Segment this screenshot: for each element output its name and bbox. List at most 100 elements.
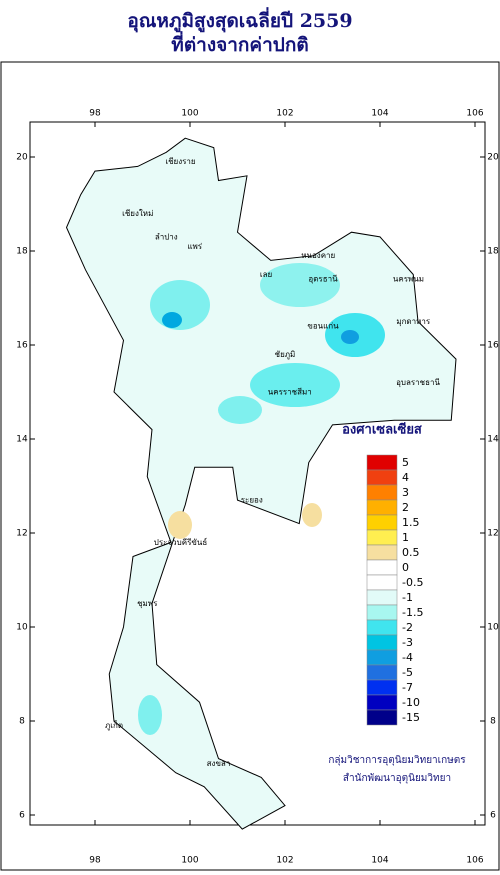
lat-tick-label: 20	[16, 153, 28, 163]
anomaly-area	[168, 511, 192, 539]
legend-label: 3	[402, 486, 409, 499]
place-label: ชัยภูมิ	[275, 350, 296, 360]
legend-swatch	[366, 634, 398, 651]
legend-swatch	[366, 469, 398, 486]
place-label: แพร่	[187, 242, 202, 251]
legend-swatch	[366, 709, 398, 726]
legend-label: -1.5	[402, 606, 423, 619]
legend-swatch	[366, 574, 398, 591]
anomaly-areas	[138, 263, 385, 735]
place-label: นครพนม	[393, 275, 424, 284]
place-label: ภูเก็ต	[105, 720, 123, 731]
anomaly-area	[162, 312, 182, 328]
place-label: เชียงใหม่	[122, 209, 153, 218]
place-label: ลำปาง	[155, 232, 178, 241]
title: อุณหภูมิสูงสุดเฉลี่ยปี 2559	[127, 7, 352, 33]
legend-label: 1	[402, 531, 409, 544]
anomaly-area	[341, 330, 359, 344]
legend-swatch	[366, 619, 398, 636]
legend-swatch	[366, 589, 398, 606]
place-label: หนองคาย	[301, 251, 335, 260]
legend-label: -2	[402, 621, 413, 634]
legend-label: 2	[402, 501, 409, 514]
lat-tick-label: 12	[16, 529, 27, 539]
lon-tick-label: 100	[181, 109, 198, 119]
lat-tick-label: 14	[16, 435, 28, 445]
legend-swatch	[366, 514, 398, 531]
place-label: อุบลราชธานี	[396, 378, 440, 387]
outer-frame	[0, 61, 500, 871]
lat-tick-label: 16	[16, 341, 28, 351]
lat-tick-label: 18	[16, 247, 28, 257]
anomaly-area	[250, 363, 340, 407]
lon-tick-label: 98	[89, 109, 101, 119]
legend-label: 5	[402, 456, 409, 469]
lon-tick-label: 102	[276, 856, 293, 866]
legend-swatch	[366, 679, 398, 696]
legend-label: -0.5	[402, 576, 423, 589]
place-label: สงขลา	[207, 759, 231, 768]
legend-swatch	[366, 694, 398, 711]
place-label: ขอนแก่น	[307, 322, 339, 331]
place-label: นครราชสีมา	[268, 388, 312, 397]
legend-label: 0	[402, 561, 409, 574]
lon-tick-label: 104	[371, 856, 388, 866]
legend-label: -10	[402, 696, 420, 709]
map-frame	[29, 121, 486, 826]
subtitle: ที่ต่างจากค่าปกติ	[171, 31, 308, 56]
lat-tick-label: 12	[487, 529, 498, 539]
legend-swatch	[366, 604, 398, 621]
lon-tick-label: 104	[371, 109, 388, 119]
legend-swatch	[366, 454, 398, 471]
anomaly-area	[138, 695, 162, 735]
credit: สำนักพัฒนาอุตุนิยมวิทยา	[343, 773, 451, 784]
place-label: ประจวบคีรีขันธ์	[154, 537, 208, 547]
lat-tick-label: 6	[490, 811, 496, 821]
lat-tick-label: 10	[16, 623, 28, 633]
legend-swatch	[366, 529, 398, 546]
legend-label: -3	[402, 636, 413, 649]
land	[65, 137, 457, 830]
place-label: มุกดาหาร	[396, 317, 431, 326]
legend-label: 1.5	[402, 516, 420, 529]
lat-tick-label: 10	[487, 623, 499, 633]
legend-swatch	[366, 544, 398, 561]
legend-unit: องศาเซลเซียส	[342, 422, 422, 438]
lat-tick-label: 20	[487, 153, 499, 163]
anomaly-area	[260, 263, 340, 307]
country-outline	[65, 137, 457, 830]
place-label: อุดรธานี	[308, 275, 338, 284]
lon-tick-label: 106	[466, 109, 483, 119]
legend-label: 4	[402, 471, 409, 484]
legend-label: -5	[402, 666, 413, 679]
place-label: ระยอง	[241, 496, 263, 505]
lat-tick-label: 8	[490, 717, 496, 727]
legend-swatch	[366, 649, 398, 666]
legend-swatch	[366, 559, 398, 576]
lon-tick-label: 100	[181, 856, 198, 866]
lat-tick-label: 6	[19, 811, 25, 821]
legend-label: 0.5	[402, 546, 420, 559]
legend-swatch	[366, 484, 398, 501]
lat-tick-label: 16	[487, 341, 499, 351]
place-label: เชียงราย	[165, 157, 195, 166]
legend-label: -4	[402, 651, 413, 664]
lon-tick-label: 102	[276, 109, 293, 119]
place-label: ชุมพร	[137, 599, 158, 608]
lat-tick-label: 18	[487, 247, 499, 257]
legend-label: -7	[402, 681, 413, 694]
legend-swatch	[366, 664, 398, 681]
lon-tick-label: 106	[466, 856, 483, 866]
credit: กลุ่มวิชาการอุตุนิยมวิทยาเกษตร	[328, 755, 466, 766]
anomaly-area	[218, 396, 262, 424]
place-label: เลย	[260, 270, 272, 279]
anomaly-area	[302, 503, 322, 527]
lat-tick-label: 8	[19, 717, 25, 727]
legend-swatch	[366, 499, 398, 516]
legend-label: -15	[402, 711, 420, 724]
legend-label: -1	[402, 591, 413, 604]
lat-tick-label: 14	[487, 435, 499, 445]
lon-tick-label: 98	[89, 856, 101, 866]
